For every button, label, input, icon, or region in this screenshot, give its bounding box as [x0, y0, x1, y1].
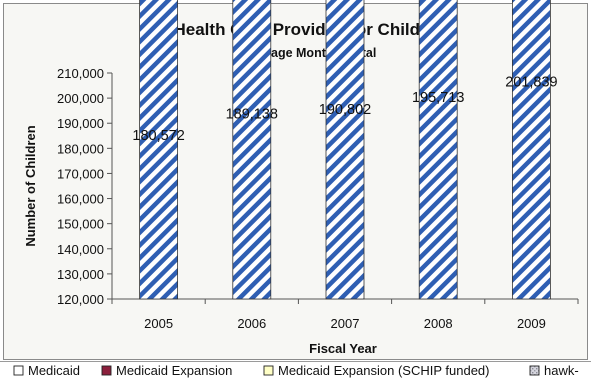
bar-segment-medicaid	[512, 0, 550, 299]
x-tick-label: 2007	[331, 316, 360, 331]
bar-segment-medicaid	[326, 0, 364, 299]
legend-swatch	[264, 366, 273, 375]
y-tick-label: 190,000	[57, 116, 104, 131]
y-tick-label: 140,000	[57, 242, 104, 257]
total-label: 189,138	[226, 106, 278, 122]
legend-swatch	[530, 366, 539, 375]
x-tick-label: 2005	[144, 316, 173, 331]
legend-label: Medicaid	[28, 363, 80, 378]
total-label: 195,713	[412, 90, 464, 106]
y-tick-label: 120,000	[57, 292, 104, 307]
legend-swatch	[14, 366, 23, 375]
total-label: 180,572	[132, 128, 184, 144]
y-tick-label: 200,000	[57, 91, 104, 106]
x-tick-label: 2009	[517, 316, 546, 331]
legend-label: Medicaid Expansion (SCHIP funded)	[278, 363, 490, 378]
x-tick-label: 2008	[424, 316, 453, 331]
bar-segment-medicaid	[419, 0, 457, 299]
y-tick-label: 170,000	[57, 166, 104, 181]
total-label: 201,839	[505, 74, 557, 90]
legend-label: Medicaid Expansion	[116, 363, 232, 378]
chart-title: Health Care Provided for Children	[174, 20, 447, 39]
y-axis-label: Number of Children	[23, 125, 38, 246]
legend-swatch	[102, 366, 111, 375]
bar-segment-medicaid	[140, 0, 178, 299]
x-tick-label: 2006	[237, 316, 266, 331]
legend-label: hawk-	[544, 363, 579, 378]
bar-segment-medicaid	[233, 0, 271, 299]
y-tick-label: 210,000	[57, 66, 104, 81]
y-tick-label: 130,000	[57, 267, 104, 282]
y-tick-label: 150,000	[57, 217, 104, 232]
x-axis-label: Fiscal Year	[309, 341, 377, 356]
y-tick-label: 160,000	[57, 192, 104, 207]
y-tick-label: 180,000	[57, 141, 104, 156]
total-label: 190,802	[319, 102, 371, 118]
